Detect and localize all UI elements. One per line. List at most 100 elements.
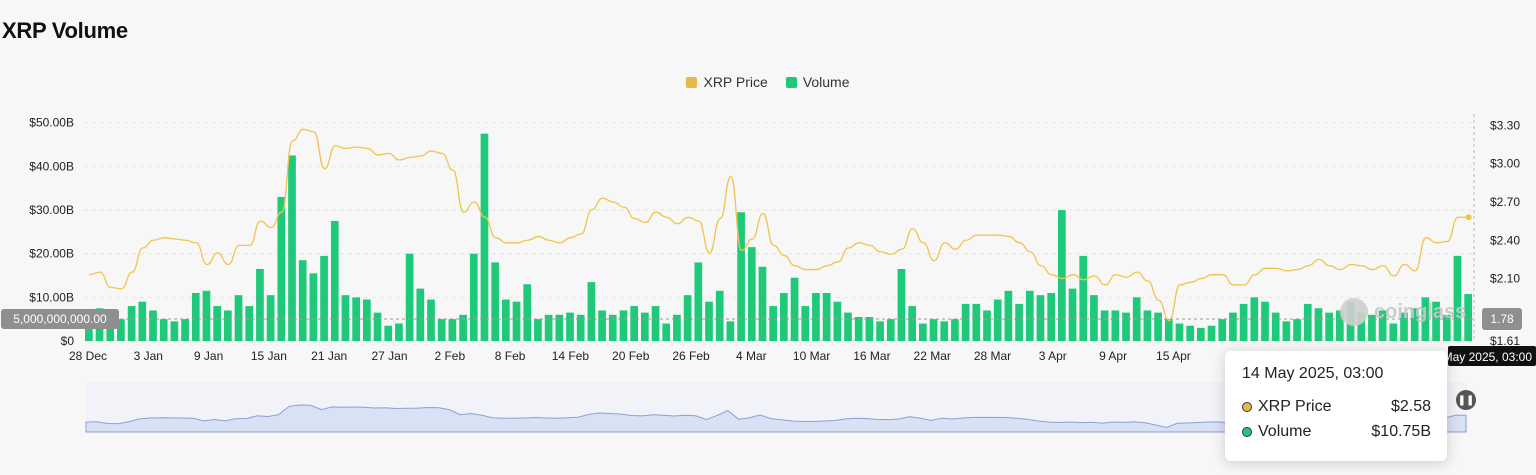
volume-bar[interactable] <box>972 303 981 341</box>
volume-bar[interactable] <box>245 306 254 341</box>
volume-bar[interactable] <box>1143 310 1152 341</box>
volume-bar[interactable] <box>737 212 745 341</box>
volume-bar[interactable] <box>502 299 510 341</box>
volume-bar[interactable] <box>459 314 467 341</box>
volume-bar[interactable] <box>865 316 874 341</box>
volume-bar[interactable] <box>1068 288 1077 341</box>
volume-bar[interactable] <box>1015 303 1023 341</box>
volume-bar[interactable] <box>1464 294 1472 341</box>
volume-bar[interactable] <box>555 314 564 341</box>
volume-bar[interactable] <box>191 292 200 341</box>
volume-bar[interactable] <box>1453 255 1462 341</box>
volume-bar[interactable] <box>320 255 328 341</box>
volume-bar[interactable] <box>993 299 1002 341</box>
volume-bar[interactable] <box>266 295 275 341</box>
legend-item-price[interactable]: XRP Price <box>686 74 768 90</box>
volume-bar[interactable] <box>1229 312 1237 341</box>
volume-bar[interactable] <box>256 268 264 341</box>
volume-bar[interactable] <box>1025 290 1034 341</box>
volume-bar[interactable] <box>341 295 350 341</box>
volume-bar[interactable] <box>876 321 884 341</box>
volume-bar[interactable] <box>929 319 938 341</box>
volume-bar[interactable] <box>705 301 713 341</box>
volume-bar[interactable] <box>1004 290 1013 341</box>
volume-bar[interactable] <box>427 299 435 341</box>
volume-bar[interactable] <box>1239 303 1248 341</box>
volume-bar[interactable] <box>1400 312 1408 341</box>
volume-bar[interactable] <box>908 306 916 341</box>
volume-bar[interactable] <box>1378 310 1387 341</box>
volume-bar[interactable] <box>437 319 446 341</box>
volume-bar[interactable] <box>854 316 863 341</box>
volume-bar[interactable] <box>1261 301 1269 341</box>
volume-bar[interactable] <box>886 319 895 341</box>
volume-bar[interactable] <box>833 301 842 341</box>
volume-bar[interactable] <box>1175 323 1184 341</box>
volume-bar[interactable] <box>224 310 232 341</box>
volume-bar[interactable] <box>138 301 147 341</box>
volume-bar[interactable] <box>181 319 189 341</box>
volume-bar[interactable] <box>598 310 606 341</box>
volume-bar[interactable] <box>566 312 574 341</box>
volume-bar[interactable] <box>1432 301 1440 341</box>
volume-bar[interactable] <box>683 295 692 341</box>
volume-bar[interactable] <box>384 325 393 341</box>
volume-bar[interactable] <box>726 321 735 341</box>
volume-bar[interactable] <box>1186 325 1194 341</box>
volume-bar[interactable] <box>1368 314 1376 341</box>
volume-bar[interactable] <box>491 262 499 341</box>
volume-bar[interactable] <box>961 303 970 341</box>
volume-bar[interactable] <box>715 290 724 341</box>
volume-bar[interactable] <box>587 282 596 341</box>
volume-bar[interactable] <box>480 133 489 341</box>
volume-bar[interactable] <box>1271 312 1280 341</box>
volume-bar[interactable] <box>159 319 168 341</box>
volume-bar[interactable] <box>309 273 318 341</box>
volume-bar[interactable] <box>983 310 991 341</box>
volume-bar[interactable] <box>1079 255 1088 341</box>
volume-bar[interactable] <box>1218 319 1227 341</box>
volume-bar[interactable] <box>448 319 457 341</box>
volume-bar[interactable] <box>1111 310 1120 341</box>
volume-bar[interactable] <box>1100 310 1109 341</box>
volume-bar[interactable] <box>523 284 532 341</box>
volume-bar[interactable] <box>1197 327 1205 341</box>
volume-bar[interactable] <box>812 292 820 341</box>
volume-bar[interactable] <box>288 155 296 341</box>
volume-bar[interactable] <box>1164 319 1173 341</box>
volume-bar[interactable] <box>1282 321 1291 341</box>
volume-bar[interactable] <box>1314 308 1323 341</box>
volume-bar[interactable] <box>662 323 671 341</box>
pause-icon[interactable]: ❚❚ <box>1456 390 1476 410</box>
volume-bar[interactable] <box>1421 297 1430 341</box>
volume-bar[interactable] <box>1357 312 1366 341</box>
volume-bar[interactable] <box>234 295 243 341</box>
volume-bar[interactable] <box>630 306 638 341</box>
volume-bar[interactable] <box>416 288 425 341</box>
volume-bar[interactable] <box>1036 295 1045 341</box>
volume-bar[interactable] <box>576 314 585 341</box>
volume-bar[interactable] <box>213 306 221 341</box>
volume-bar[interactable] <box>1410 308 1419 341</box>
volume-bar[interactable] <box>544 314 553 341</box>
volume-bar[interactable] <box>608 314 617 341</box>
volume-bar[interactable] <box>149 310 157 341</box>
volume-bar[interactable] <box>790 277 799 341</box>
volume-bar[interactable] <box>512 301 521 341</box>
volume-bar[interactable] <box>822 292 831 341</box>
volume-bar[interactable] <box>330 220 339 341</box>
volume-bar[interactable] <box>1336 310 1344 341</box>
volume-bar[interactable] <box>747 247 756 341</box>
volume-bar[interactable] <box>1154 312 1162 341</box>
volume-bar[interactable] <box>395 323 403 341</box>
volume-bar[interactable] <box>363 299 371 341</box>
volume-bar[interactable] <box>1058 210 1066 341</box>
volume-bar[interactable] <box>641 312 649 341</box>
volume-bar[interactable] <box>673 314 681 341</box>
volume-bar[interactable] <box>277 196 286 341</box>
volume-bar[interactable] <box>919 323 927 341</box>
volume-bar[interactable] <box>1442 314 1451 341</box>
volume-bar[interactable] <box>534 319 542 341</box>
volume-bar[interactable] <box>469 253 478 341</box>
volume-bar[interactable] <box>1207 325 1216 341</box>
